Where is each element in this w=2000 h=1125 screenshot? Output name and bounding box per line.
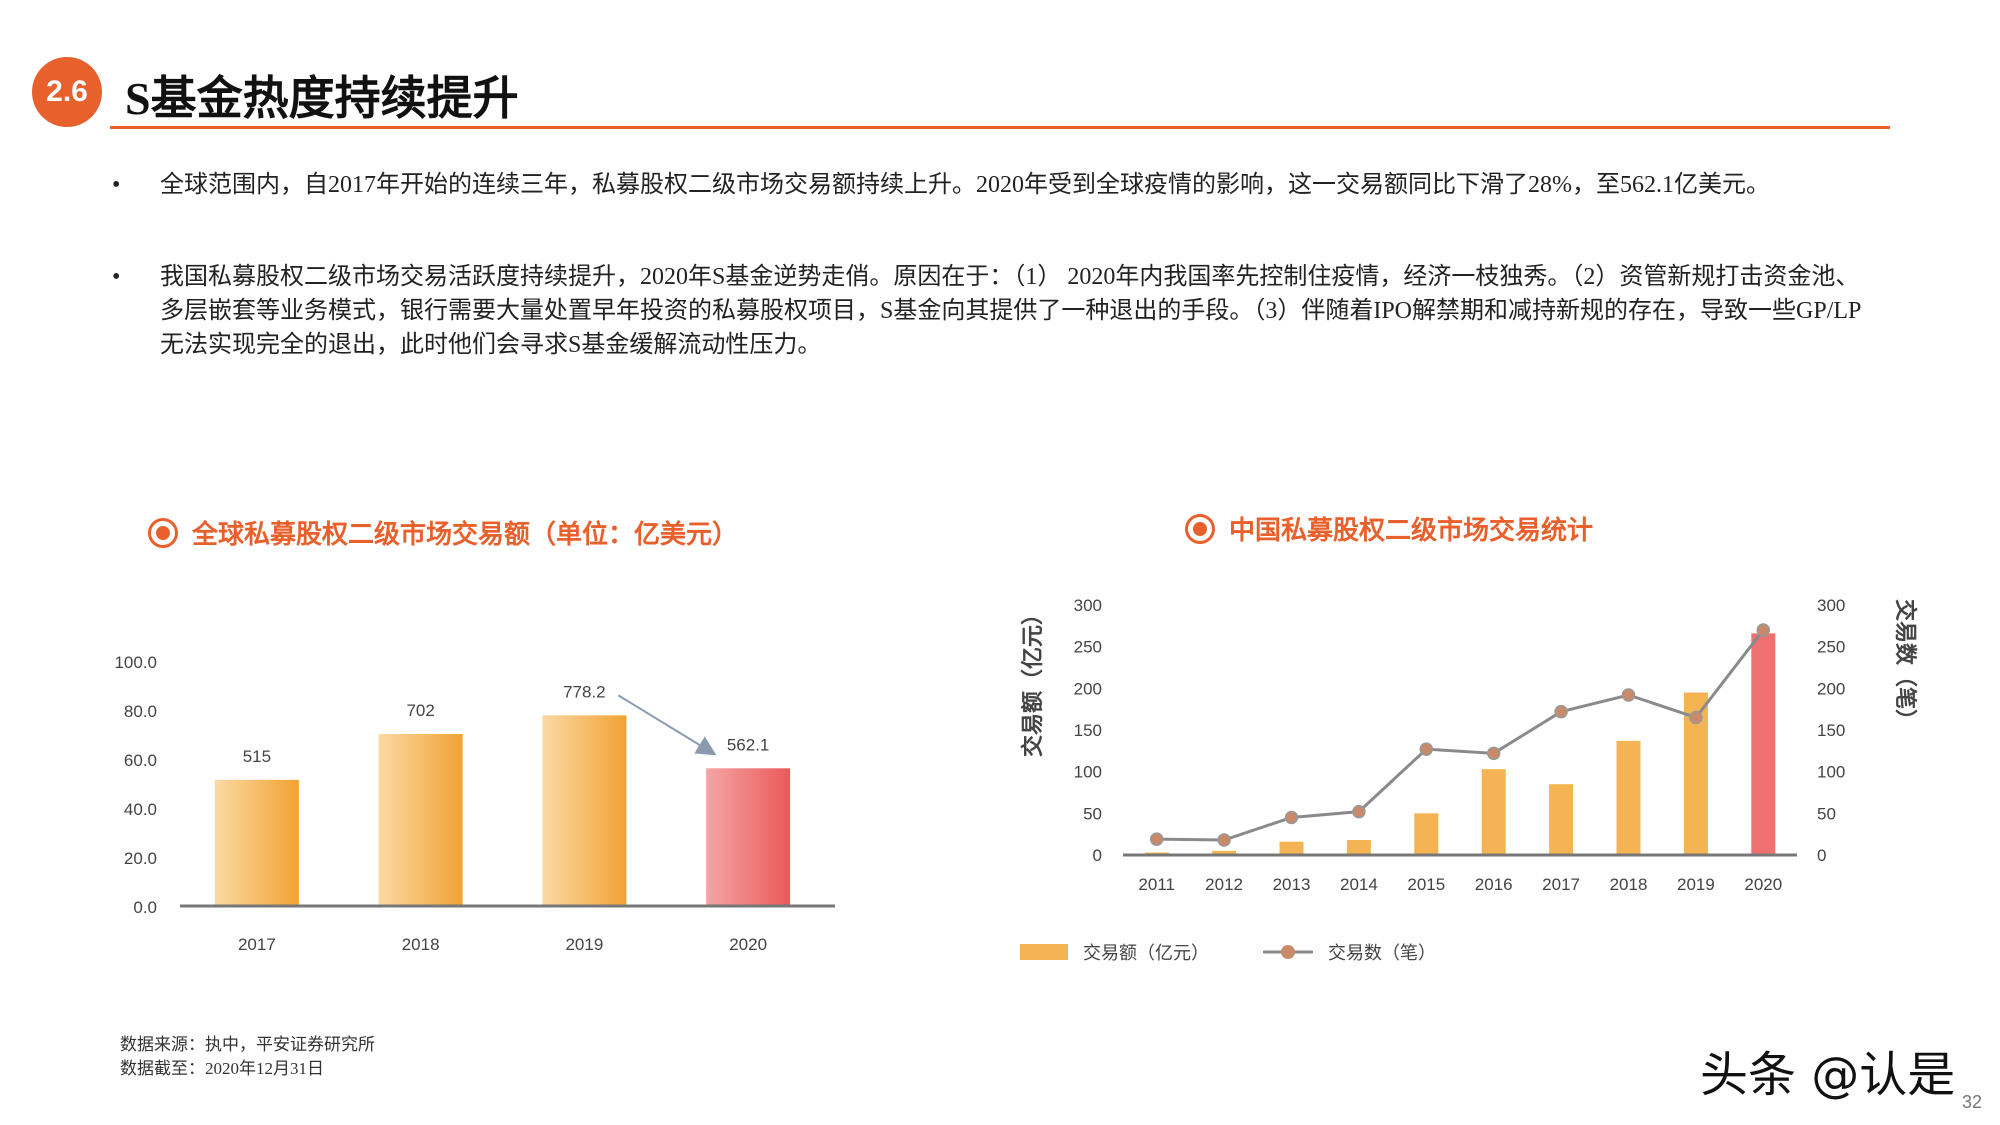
left-y-tick-label: 300 [1074, 596, 1102, 615]
x-tick-label: 2015 [1407, 875, 1445, 894]
data-cutoff: 数据截至：2020年12月31日 [120, 1059, 324, 1078]
page-title: S基金热度持续提升 [125, 73, 519, 124]
x-tick-label: 2017 [1542, 875, 1580, 894]
bullet-text: 全球范围内，自2017年开始的连续三年，私募股权二级市场交易额持续上升。2020… [160, 172, 1770, 198]
bar-2019 [542, 715, 627, 906]
data-source: 数据来源：执中，平安证券研究所 [120, 1035, 375, 1054]
bar-2016 [1481, 769, 1506, 855]
y-tick-label: 100.0 [114, 653, 157, 672]
watermark: 头条 @认是 [1700, 1047, 1956, 1103]
x-tick-label: 2019 [1677, 875, 1715, 894]
line-point-2013 [1284, 810, 1299, 825]
right-y-tick-label: 100 [1817, 763, 1845, 782]
legend-bar-label: 交易额（亿元） [1083, 943, 1209, 963]
line-point-2017 [1554, 704, 1568, 719]
left-axis-title: 交易额（亿元） [1020, 603, 1045, 757]
bar-2020 [706, 768, 791, 906]
page-number: 32 [1962, 1092, 1983, 1112]
x-tick-label: 2012 [1205, 875, 1243, 894]
bar-2013 [1279, 841, 1304, 855]
legend-bar-swatch [1020, 944, 1068, 960]
bar-2017 [1549, 784, 1574, 855]
decline-arrow [617, 694, 717, 756]
bar-2020 [1751, 633, 1776, 855]
line-point-2020 [1756, 623, 1771, 637]
left-chart-title: 全球私募股权二级市场交易额（单位：亿美元） [148, 514, 738, 551]
section-badge: 2.6 [32, 57, 102, 127]
right-y-tick-label: 50 [1817, 804, 1836, 823]
x-tick-label: 2016 [1475, 875, 1513, 894]
left-y-tick-label: 250 [1074, 638, 1102, 657]
target-icon [1185, 513, 1215, 544]
y-tick-label: 60.0 [124, 751, 157, 770]
line-point-2012 [1217, 833, 1231, 847]
legend-line-label: 交易数（笔） [1328, 943, 1436, 963]
x-tick-label: 2014 [1340, 875, 1378, 894]
right-y-tick-label: 250 [1817, 638, 1845, 657]
bar-2018 [1616, 740, 1641, 855]
right-y-tick-label: 200 [1817, 679, 1845, 698]
left-chart-title-text: 全球私募股权二级市场交易额（单位：亿美元） [192, 520, 739, 549]
left-y-tick-label: 0 [1093, 846, 1102, 865]
data-label: 702 [406, 701, 434, 720]
bar-2018 [378, 734, 463, 906]
x-tick-label: 2017 [238, 935, 276, 954]
line-point-2015 [1419, 742, 1434, 756]
target-icon [148, 517, 178, 548]
bar-2015 [1414, 813, 1439, 855]
left-y-tick-label: 50 [1083, 804, 1102, 823]
line-point-2016 [1486, 746, 1501, 761]
left-y-tick-label: 150 [1074, 721, 1102, 740]
line-point-2019 [1689, 710, 1703, 725]
line-point-2011 [1149, 832, 1164, 846]
bar-2012 [1212, 850, 1237, 855]
left-y-tick-label: 100 [1074, 763, 1102, 782]
right-y-tick-label: 150 [1817, 721, 1845, 740]
bullet-marker: • [112, 264, 121, 290]
right-chart-title-text: 中国私募股权二级市场交易统计 [1229, 516, 1594, 545]
bullet-marker: • [112, 172, 121, 198]
transaction-count-line [1156, 629, 1765, 842]
left-y-tick-label: 200 [1074, 679, 1102, 698]
bullet-2: • 我国私募股权二级市场交易活跃度持续提升，2020年S基金逆势走俏。原因在于：… [112, 260, 1872, 362]
x-tick-label: 2011 [1138, 875, 1175, 894]
y-tick-label: 80.0 [124, 702, 157, 721]
right-y-tick-label: 300 [1817, 596, 1845, 615]
x-tick-label: 2020 [1744, 875, 1782, 894]
bar-2017 [214, 779, 299, 906]
data-label: 562.1 [727, 735, 770, 754]
bullet-1: • 全球范围内，自2017年开始的连续三年，私募股权二级市场交易额持续上升。20… [112, 168, 1872, 202]
bar-2014 [1346, 840, 1371, 855]
title-divider [110, 126, 1890, 129]
right-chart-title: 中国私募股权二级市场交易统计 [1185, 510, 1593, 547]
x-tick-label: 2019 [565, 935, 603, 954]
bullet-text: 我国私募股权二级市场交易活跃度持续提升，2020年S基金逆势走俏。原因在于：（1… [160, 264, 1862, 358]
x-tick-label: 2018 [402, 935, 440, 954]
data-label: 778.2 [563, 682, 606, 701]
data-label: 515 [243, 747, 271, 766]
line-point-2014 [1352, 804, 1366, 819]
y-tick-label: 40.0 [124, 800, 157, 819]
x-tick-label: 2018 [1610, 875, 1648, 894]
right-y-tick-label: 0 [1817, 846, 1826, 865]
y-tick-label: 0.0 [133, 898, 157, 917]
line-point-2018 [1621, 688, 1636, 702]
y-tick-label: 20.0 [124, 849, 157, 868]
x-tick-label: 2020 [729, 935, 767, 954]
x-tick-label: 2013 [1273, 875, 1311, 894]
legend-line-marker [1281, 945, 1295, 959]
right-axis-title: 交易数（笔） [1893, 599, 1918, 731]
